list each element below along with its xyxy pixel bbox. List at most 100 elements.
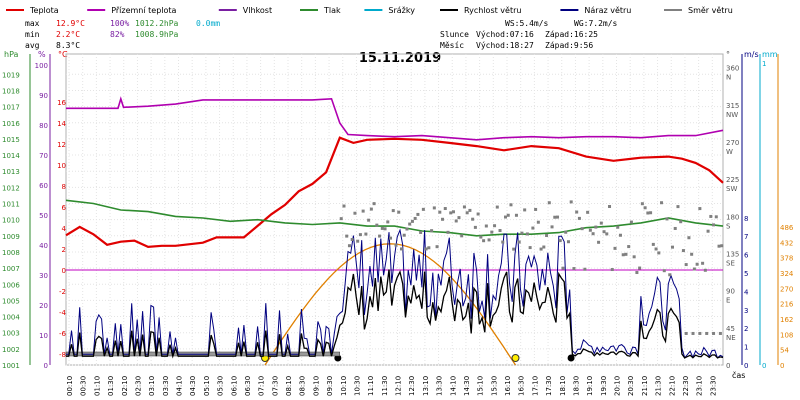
chart-date-title: 15.11.2019 [359, 51, 441, 66]
wind-direction-point [520, 231, 524, 235]
wind-direction-point [591, 232, 595, 236]
x-tick-label: 00:30 [80, 376, 88, 396]
wind-direction-point [621, 253, 625, 257]
wind-direction-point [613, 246, 617, 250]
wind-direction-point [718, 331, 722, 335]
stats-max-hum: 100% [110, 19, 129, 28]
unit-cas: čas [732, 370, 745, 380]
humidity-tick-label: 10 [39, 332, 48, 340]
x-tick-label: 01:30 [107, 376, 115, 396]
x-tick-label: 23:30 [709, 376, 717, 396]
pressure-tick-label: 1016 [2, 120, 20, 128]
wind-direction-point [345, 234, 349, 238]
wind-direction-point [408, 222, 412, 226]
x-tick-label: 06:10 [230, 376, 238, 396]
unit-degc: °C [58, 50, 68, 59]
pressure-tick-label: 1013 [2, 168, 20, 176]
wind-wg: WG:7.2m/s [574, 19, 618, 28]
wind-speed-tick-label: 7 [744, 233, 748, 241]
temperature-tick-label: 2 [62, 246, 66, 254]
wind-direction-point [501, 240, 505, 244]
wind-direction-point [599, 221, 603, 225]
wind-direction-point [460, 234, 464, 238]
wind-direction-point [709, 214, 713, 218]
solar-tick-label: 54 [780, 347, 789, 355]
solar-tick-label: 432 [780, 239, 793, 247]
temperature-tick-label: 14 [57, 120, 66, 128]
rain-tick-label: 0 [762, 362, 766, 370]
wind-direction-point [662, 269, 666, 273]
wind-direction-point [695, 262, 699, 266]
humidity-tick-label: 70 [39, 152, 48, 160]
x-tick-label: 05:30 [217, 376, 225, 396]
wind-dir-tick-label: 225 [726, 176, 739, 184]
legend-label: Teplota [29, 6, 59, 15]
wind-speed-tick-label: 1 [744, 344, 748, 352]
wind-direction-point [687, 236, 691, 240]
wind-direction-point [449, 211, 453, 215]
legend-label: Rychlost větru [464, 6, 521, 15]
x-tick-label: 14:30 [463, 376, 471, 396]
x-tick-label: 02:30 [134, 376, 142, 396]
wind-direction-point [684, 263, 688, 267]
wind-direction-point [479, 235, 483, 239]
humidity-tick-label: 50 [39, 212, 48, 220]
wind-speed-tick-label: 8 [744, 215, 748, 223]
wind-direction-point [602, 230, 606, 234]
x-tick-label: 13:30 [436, 376, 444, 396]
legend-label: Přízemní teplota [111, 6, 176, 15]
wind-direction-point [588, 228, 592, 232]
wind-direction-point [441, 217, 445, 221]
wind-direction-point [399, 247, 403, 251]
wind-dir-compass-label: W [726, 148, 733, 156]
wind-direction-point [720, 244, 724, 248]
wind-dir-compass-label: S [726, 222, 731, 230]
humidity-tick-label: 90 [39, 92, 48, 100]
x-tick-label: 09:10 [312, 376, 320, 396]
x-tick-label: 19:30 [600, 376, 608, 396]
stats-min-temp: 2.2°C [56, 30, 80, 39]
wind-direction-point [690, 252, 694, 256]
temperature-tick-label: 8 [62, 183, 66, 191]
wind-direction-point [419, 230, 423, 234]
wind-direction-point [514, 213, 518, 217]
wind-direction-point [712, 331, 716, 335]
wind-direction-point [717, 244, 721, 248]
wind-direction-point [364, 232, 368, 236]
pressure-tick-label: 1011 [2, 201, 20, 209]
wind-direction-point [714, 215, 718, 219]
wind-direction-point [402, 233, 406, 237]
pressure-tick-label: 1001 [2, 362, 20, 370]
humidity-tick-label: 20 [39, 302, 48, 310]
wind-direction-point [427, 246, 431, 250]
wind-direction-point [698, 207, 702, 211]
unit-deg: ° [726, 50, 730, 59]
wind-direction-point [430, 229, 434, 233]
wind-direction-point [493, 224, 497, 228]
unit-mm: mm [762, 50, 778, 59]
x-tick-label: 22:10 [668, 376, 676, 396]
wind-direction-point [443, 207, 447, 211]
pressure-tick-label: 1012 [2, 184, 20, 192]
wind-direction-point [545, 233, 549, 237]
x-tick-label: 16:30 [518, 376, 526, 396]
wind-direction-point [575, 210, 579, 214]
wind-direction-point [691, 331, 695, 335]
wind-direction-point [646, 211, 650, 215]
wind-direction-point [706, 229, 710, 233]
wind-direction-point [569, 200, 573, 204]
wind-direction-point [506, 213, 510, 217]
wind-direction-point [684, 331, 688, 335]
x-tick-label: 18:30 [572, 376, 580, 396]
sun-rise: Východ:07:16 [476, 30, 534, 39]
wind-direction-point [342, 204, 346, 208]
x-tick-label: 20:30 [627, 376, 635, 396]
x-tick-label: 01:10 [93, 376, 101, 396]
x-tick-label: 19:10 [586, 376, 594, 396]
wind-direction-point [701, 261, 705, 265]
x-tick-label: 11:30 [381, 376, 389, 396]
wind-direction-point [413, 216, 417, 220]
wind-direction-point [487, 238, 491, 242]
stats-min-label: min [25, 30, 40, 39]
wind-direction-point [416, 212, 420, 216]
